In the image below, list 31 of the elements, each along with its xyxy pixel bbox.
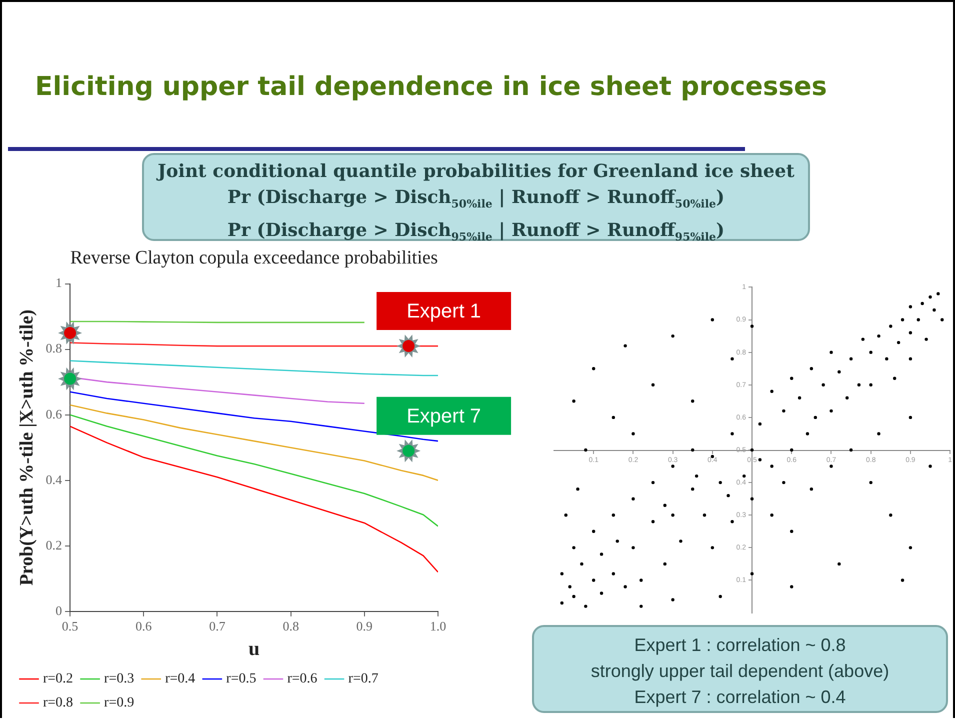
y-axis-title: Prob(Y>uth %-tile |X>uth %-tile): [16, 310, 38, 586]
text: strongly upper tail dependent (above): [590, 660, 890, 683]
legend-label: r=0.5: [226, 672, 256, 687]
y-tick-label: 0.2: [46, 537, 62, 552]
y-tick-label: 1: [56, 275, 62, 290]
legend-label: r=0.4: [165, 672, 196, 687]
text: Expert 1 : correlation ~ 0.8: [633, 634, 847, 657]
y-tick-label: 0.6: [46, 406, 63, 422]
x-tick-label: 0.7: [209, 618, 226, 634]
x-tick-label: 0.8: [282, 618, 299, 634]
legend-label: r=0.7: [348, 672, 378, 687]
legend-label: r=0.3: [104, 672, 134, 687]
text: Pr (Discharge > Disch$_{95%ile}$ | Runoff > Runoff$_{95%ile}$): [227, 220, 725, 244]
legend-label: r=0.9: [104, 696, 134, 711]
legend-label: r=0.8: [43, 696, 74, 711]
chart-subtitle: Reverse Clayton copula exceedance probabilities: [70, 247, 438, 268]
legend-label: r=0.6: [287, 672, 318, 687]
y-tick-label: 0: [56, 602, 62, 618]
x-tick-label: 1.0: [430, 618, 446, 634]
x-axis-title: u: [248, 638, 260, 660]
series-label: Expert 7: [406, 405, 482, 428]
y-tick-label: 0.8: [46, 340, 62, 356]
x-tick-label: 0.9: [356, 618, 373, 634]
text: Pr (Discharge > Disch$_{50%ile}$ | Runoff > Runoff$_{50%ile}$): [226, 186, 726, 213]
chart-title: Eliciting upper tail dependence in ice sheet processes: [35, 72, 827, 102]
text: Expert 7 : correlation ~ 0.4: [633, 686, 847, 709]
x-tick-label: 0.6: [136, 618, 152, 634]
series-label: Expert 1: [406, 300, 482, 323]
legend-label: r=0.2: [43, 672, 74, 687]
text: Joint conditional quantile probabilities for Greenland ice sheet: [155, 160, 796, 184]
y-tick-label: 0.4: [46, 472, 63, 487]
